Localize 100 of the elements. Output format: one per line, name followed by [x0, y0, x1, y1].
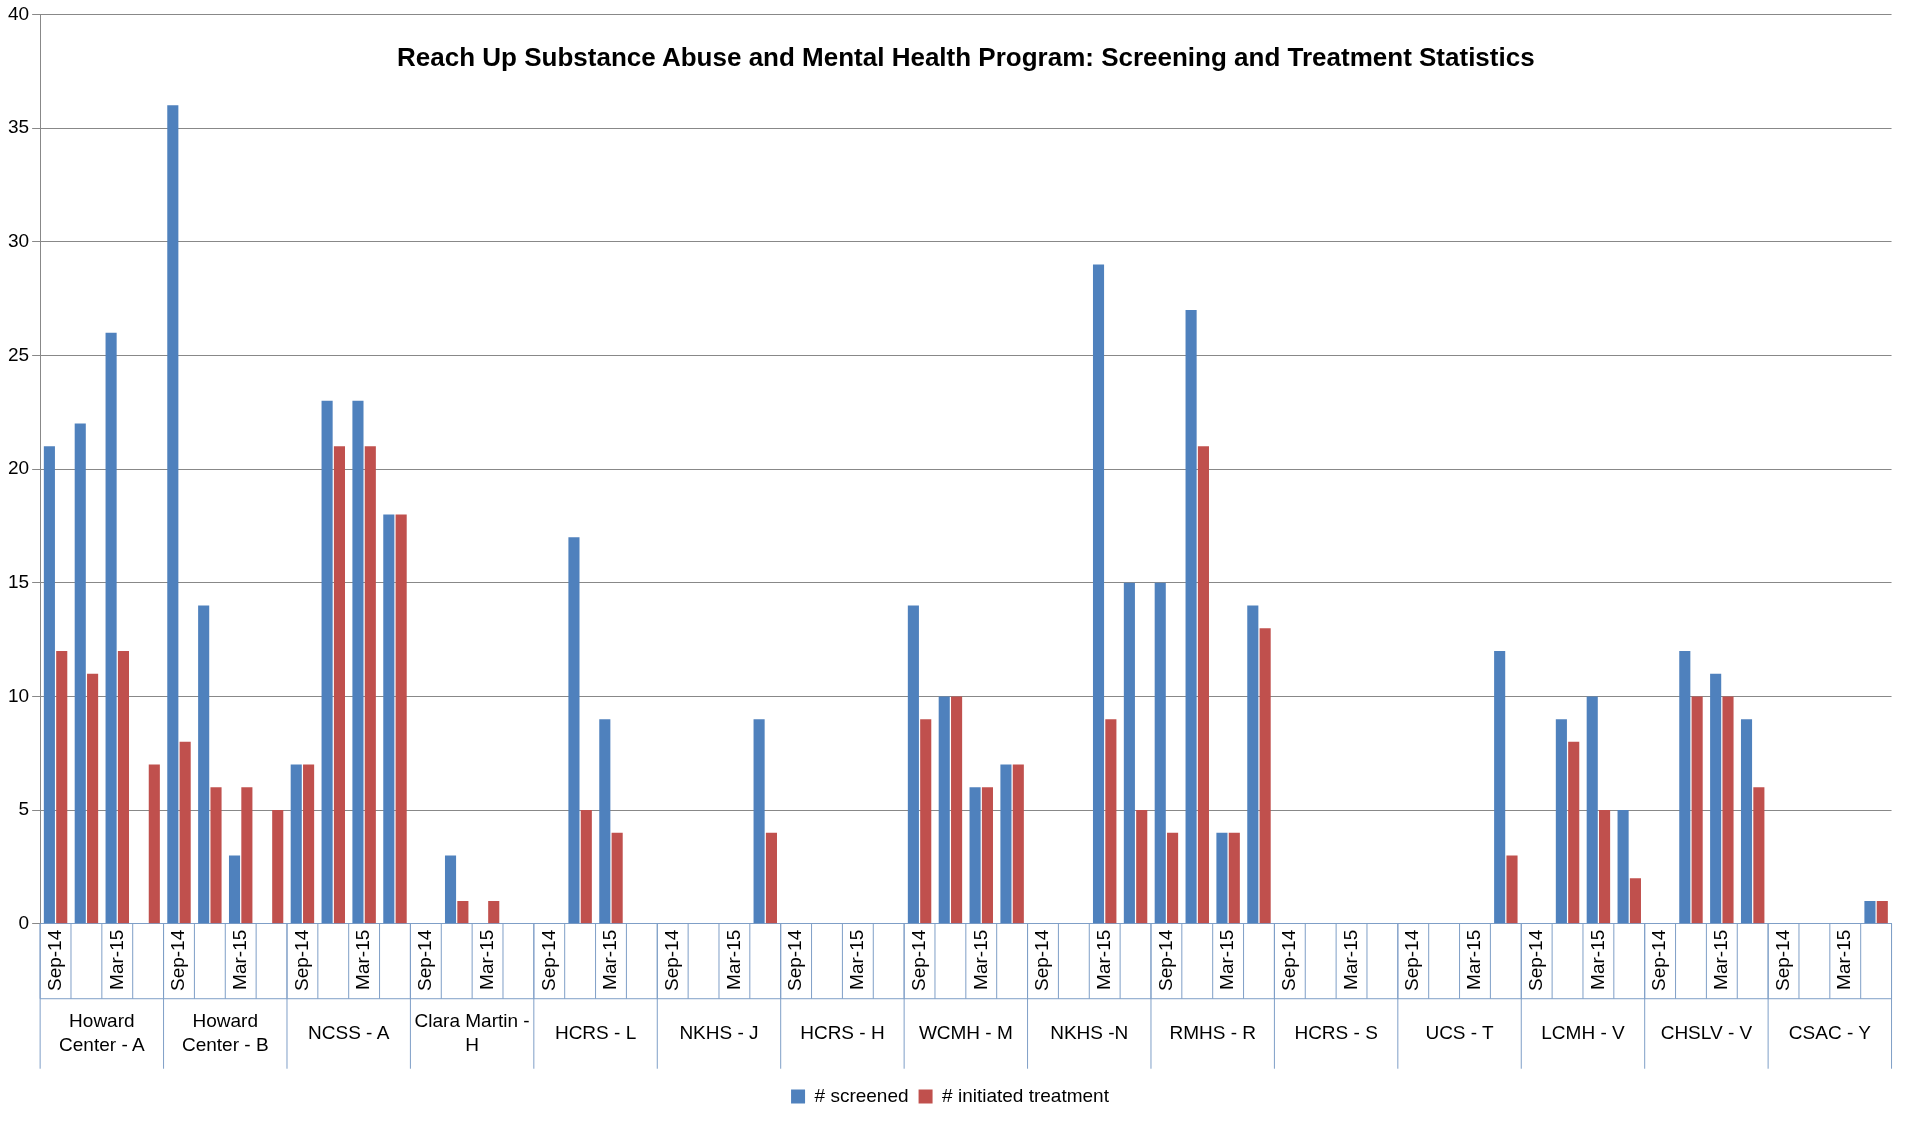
bar [951, 696, 963, 924]
x-tick-label: Mar-15 [228, 929, 250, 990]
x-tick-label: Sep-14 [907, 929, 929, 992]
bar [1259, 628, 1271, 924]
bar [1154, 582, 1166, 924]
x-tick-label: Sep-14 [784, 929, 806, 992]
bar [457, 901, 469, 924]
bar [444, 855, 457, 924]
bar [364, 446, 376, 924]
bar [1599, 810, 1611, 924]
y-tick-label: 15 [7, 570, 30, 592]
bar [765, 832, 777, 924]
x-tick-label: Sep-14 [537, 929, 559, 992]
bar [1691, 696, 1703, 924]
x-tick-label: Mar-15 [846, 929, 868, 990]
y-tick-label: 30 [7, 229, 30, 251]
text: Reach Up Substance Abuse and Mental Health Program: Screening and Treatment Statistics [397, 41, 1535, 72]
text: HCRS - L [554, 1021, 637, 1043]
x-tick-label: Mar-15 [1339, 929, 1361, 990]
bar [488, 901, 500, 924]
x-tick-label: Sep-14 [1648, 929, 1670, 992]
legend-label: # initiated treatment [942, 1084, 1110, 1106]
bar [43, 446, 55, 924]
x-tick-label: Mar-15 [105, 929, 127, 990]
bar [117, 650, 129, 924]
bar [148, 764, 160, 924]
x-tick-label: Mar-15 [475, 929, 497, 990]
bar [1710, 673, 1722, 924]
x-tick-label: Sep-14 [660, 929, 682, 992]
x-tick-label: Sep-14 [1524, 929, 1546, 992]
bar [167, 105, 179, 924]
x-tick-label: Sep-14 [290, 929, 312, 992]
bar [1555, 719, 1567, 924]
bar [1000, 764, 1012, 924]
bar [1136, 810, 1148, 924]
bar [1092, 264, 1105, 924]
bar [938, 696, 950, 924]
bar [1185, 309, 1197, 924]
text: CSAC - Y [1788, 1021, 1872, 1043]
bar [1197, 446, 1209, 924]
x-tick-label: Mar-15 [352, 929, 374, 990]
bar [303, 764, 315, 924]
y-tick-label: 35 [7, 116, 30, 138]
x-tick-label: Mar-15 [1216, 929, 1238, 990]
bar [568, 537, 580, 924]
bar [1586, 696, 1598, 924]
bar [907, 605, 919, 924]
text: NKHS - J [679, 1021, 759, 1043]
x-tick-label: Mar-15 [969, 929, 991, 990]
bar [981, 787, 993, 924]
x-tick-label: Sep-14 [1771, 929, 1793, 992]
bar [1617, 810, 1629, 924]
x-tick-label: Sep-14 [414, 929, 436, 992]
x-tick-label: Sep-14 [167, 929, 189, 992]
bar [1864, 901, 1876, 924]
bar [87, 673, 99, 924]
x-tick-label: Sep-14 [1031, 929, 1053, 992]
text: WCMH - M [918, 1021, 1013, 1043]
bar [1012, 764, 1024, 924]
bar [105, 332, 117, 924]
text: CHSLV - V [1660, 1021, 1753, 1043]
text: LCMH - V [1541, 1021, 1625, 1043]
bar [580, 810, 592, 924]
bar [1722, 696, 1734, 924]
bar [179, 741, 191, 924]
bar [352, 400, 364, 924]
bar [1216, 832, 1228, 924]
x-tick-label: Mar-15 [1710, 929, 1732, 990]
bar [74, 423, 86, 924]
bar [1494, 650, 1506, 924]
x-tick-label: Sep-14 [1401, 929, 1423, 992]
bar [611, 832, 623, 924]
bar [1740, 719, 1753, 924]
y-tick-label: 25 [7, 343, 30, 365]
bar [210, 787, 222, 924]
bar [1506, 855, 1518, 924]
x-tick-label: Mar-15 [1586, 929, 1608, 990]
bar [1753, 787, 1765, 924]
bar [1123, 582, 1135, 924]
bar [1167, 832, 1179, 924]
legend-label: # screened [814, 1084, 909, 1106]
y-tick-label: 40 [7, 2, 30, 24]
x-tick-label: Mar-15 [722, 929, 744, 990]
bar [228, 855, 241, 924]
text: Howard Center - A [59, 1009, 145, 1055]
y-tick-label: 20 [7, 457, 30, 479]
x-tick-label: Mar-15 [1463, 929, 1485, 990]
bar [1876, 901, 1888, 924]
text: HCRS - H [800, 1021, 885, 1043]
text: UCS - T [1425, 1021, 1495, 1043]
bar [599, 719, 611, 924]
x-tick-label: Mar-15 [1833, 929, 1855, 990]
text: NKHS -N [1050, 1021, 1129, 1043]
text: RMHS - R [1169, 1021, 1256, 1043]
bar [241, 787, 253, 924]
bar [395, 514, 407, 924]
text: HCRS - S [1294, 1021, 1378, 1043]
x-tick-label: Sep-14 [1278, 929, 1300, 992]
bar [1105, 719, 1117, 924]
x-tick-label: Sep-14 [43, 929, 65, 992]
